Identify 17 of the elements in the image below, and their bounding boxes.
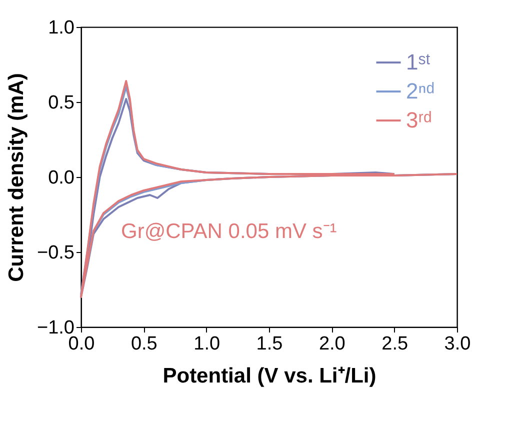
y-tick-label: 0.0 (48, 168, 74, 188)
x-tick-label: 2.5 (382, 334, 408, 354)
x-tick-label: 1.0 (194, 334, 220, 354)
y-tick-label: 1.0 (48, 18, 74, 38)
legend-label: 2ⁿᵈ (406, 78, 435, 104)
y-tick-label: −0.5 (36, 242, 74, 264)
x-tick-label: 3.0 (444, 334, 471, 354)
x-tick-label: 2.0 (318, 334, 346, 354)
y-axis-title: Current density (mA) (4, 73, 28, 282)
x-axis-title: Potential (V vs. Li⁺/Li) (162, 364, 376, 388)
x-tick-label: 0.0 (68, 334, 95, 354)
annotation: Gr@CPAN 0.05 mV s⁻¹ (121, 220, 337, 243)
x-tick-label: 1.5 (256, 334, 283, 354)
x-tick-label: 0.5 (130, 334, 158, 354)
legend-label: 1ˢᵗ (406, 50, 431, 74)
legend-label: 3ʳᵈ (406, 108, 432, 132)
y-tick-label: 0.5 (48, 92, 74, 114)
